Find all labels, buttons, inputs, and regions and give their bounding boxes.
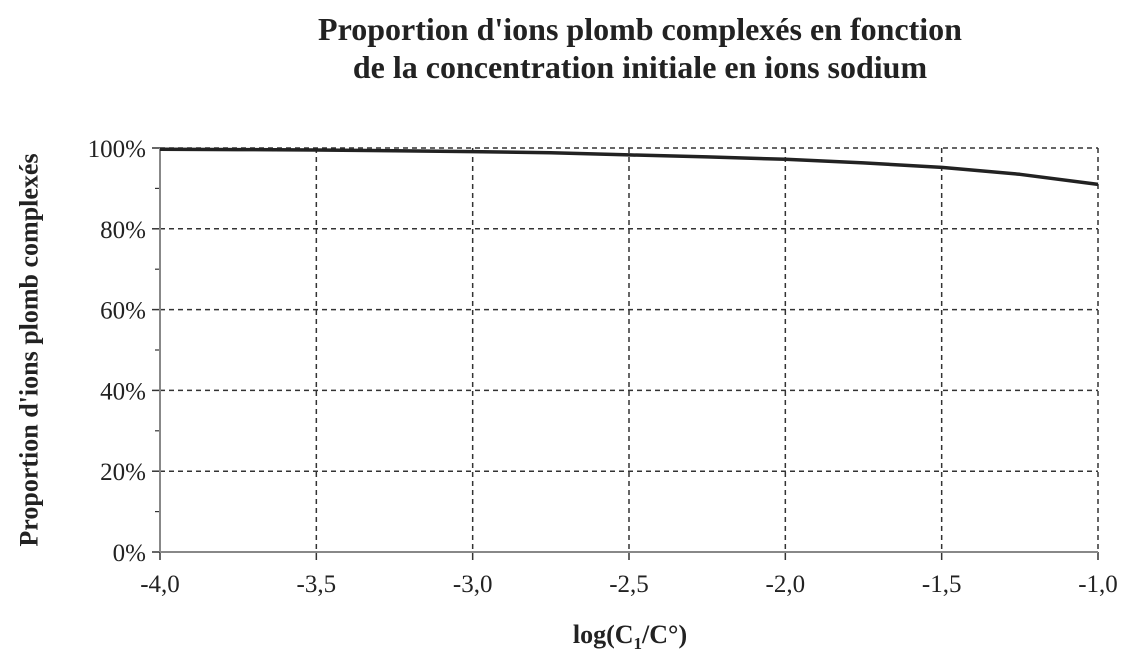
- x-axis-label-tail: /C°): [642, 620, 688, 649]
- y-tick-label: 0%: [113, 540, 146, 567]
- x-tick-label: -3,5: [297, 571, 337, 598]
- y-tick-label: 20%: [100, 459, 146, 486]
- x-tick-label: -1,5: [922, 571, 962, 598]
- y-tick-label: 80%: [100, 217, 146, 244]
- x-tick-label: -3,0: [453, 571, 493, 598]
- chart-title: Proportion d'ions plomb complexés en fon…: [200, 10, 1080, 86]
- y-tick-label: 100%: [88, 136, 146, 163]
- x-axis-label-sub: 1: [633, 634, 643, 654]
- x-tick-label: -4,0: [140, 571, 180, 598]
- chart-title-line-2: de la concentration initiale en ions sod…: [352, 49, 928, 85]
- x-axis-label-main: log(C: [572, 620, 634, 649]
- x-axis-label: log(C1/C°): [480, 620, 780, 654]
- y-tick-label: 60%: [100, 298, 146, 325]
- y-tick-label: 40%: [100, 378, 146, 405]
- x-tick-label: -2,0: [766, 571, 806, 598]
- x-tick-label: -2,5: [609, 571, 649, 598]
- chart-title-line-1: Proportion d'ions plomb complexés en fon…: [318, 11, 962, 47]
- x-tick-label: -1,0: [1078, 571, 1118, 598]
- series-line: [159, 147, 1099, 187]
